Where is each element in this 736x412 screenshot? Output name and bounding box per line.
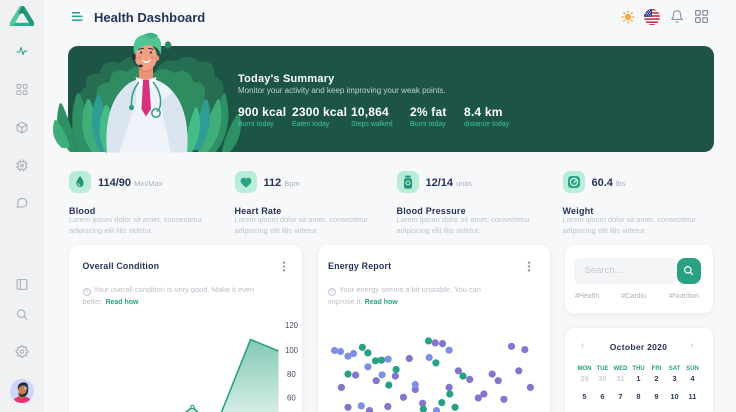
svg-text:120: 120 <box>285 321 299 330</box>
svg-text:80: 80 <box>287 370 296 379</box>
svg-text:60: 60 <box>287 393 296 402</box>
svg-text:100: 100 <box>285 346 299 355</box>
